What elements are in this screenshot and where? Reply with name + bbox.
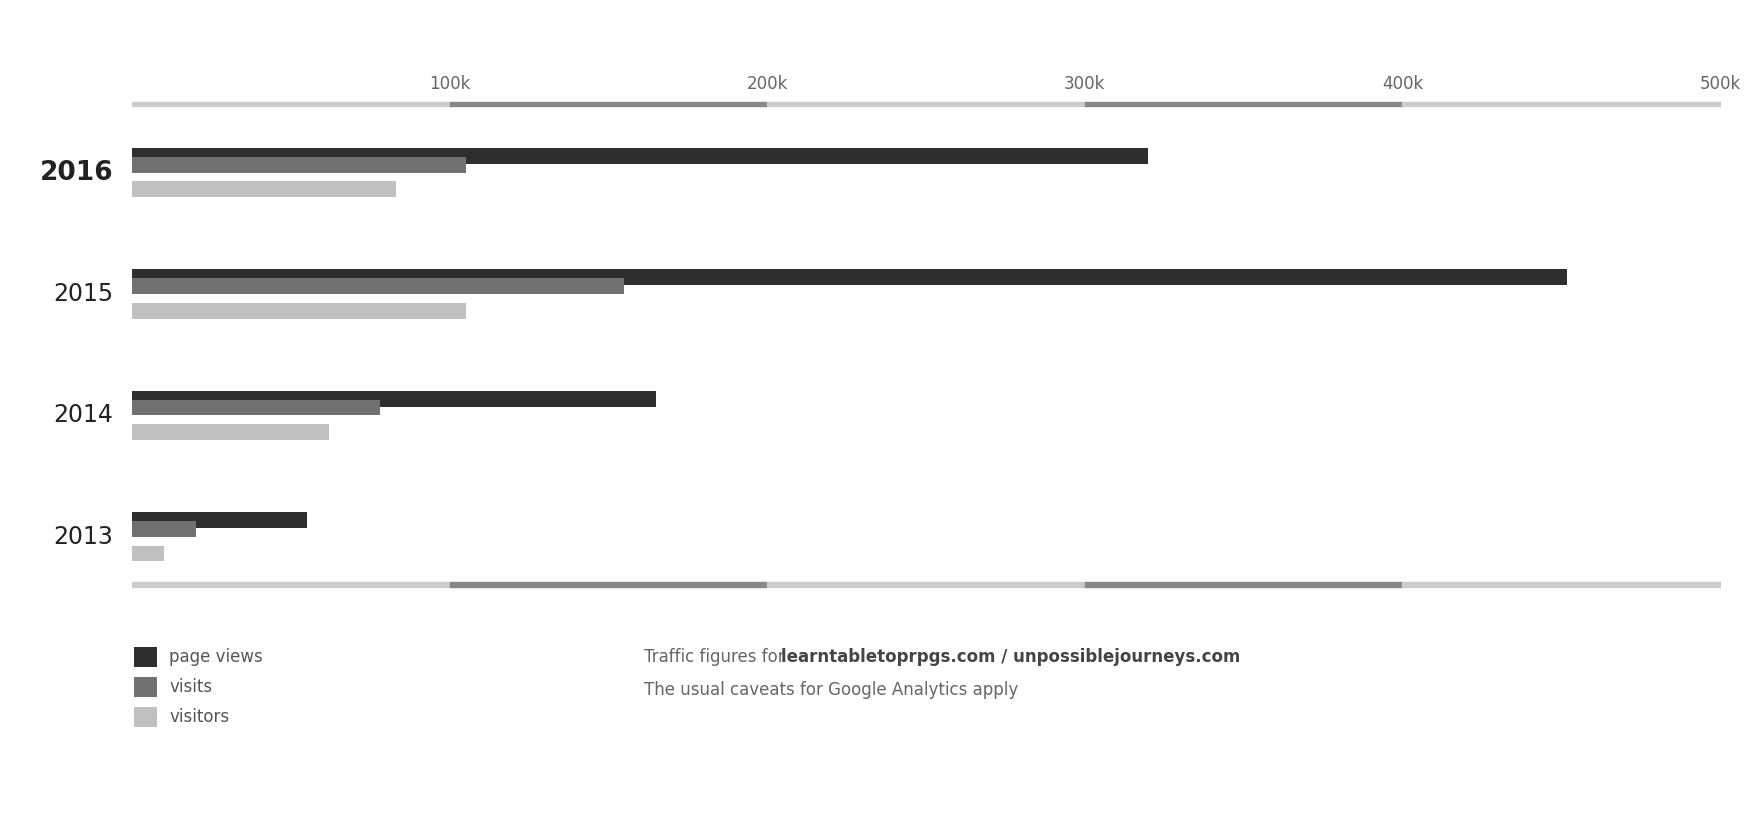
Bar bbox=[132, 278, 624, 294]
Text: 2013: 2013 bbox=[53, 525, 113, 549]
Bar bbox=[132, 521, 196, 537]
Bar bbox=[132, 512, 307, 528]
Text: visitors: visitors bbox=[169, 708, 229, 726]
Bar bbox=[132, 148, 1148, 164]
Bar bbox=[132, 400, 379, 415]
Bar bbox=[132, 303, 466, 318]
Bar bbox=[132, 157, 466, 172]
Text: visits: visits bbox=[169, 678, 212, 696]
Text: page views: page views bbox=[169, 648, 263, 666]
Text: Traffic figures for: Traffic figures for bbox=[644, 648, 790, 666]
Text: 2014: 2014 bbox=[53, 403, 113, 428]
Bar bbox=[132, 269, 1568, 285]
Bar bbox=[132, 424, 330, 440]
Bar bbox=[132, 546, 164, 561]
Text: learntabletoprpgs.com / unpossiblejourneys.com: learntabletoprpgs.com / unpossiblejourne… bbox=[781, 648, 1240, 666]
Text: 2016: 2016 bbox=[39, 160, 113, 185]
Bar bbox=[132, 181, 395, 197]
Bar bbox=[132, 391, 656, 406]
Text: The usual caveats for Google Analytics apply: The usual caveats for Google Analytics a… bbox=[644, 681, 1018, 698]
Text: 2015: 2015 bbox=[53, 282, 113, 306]
